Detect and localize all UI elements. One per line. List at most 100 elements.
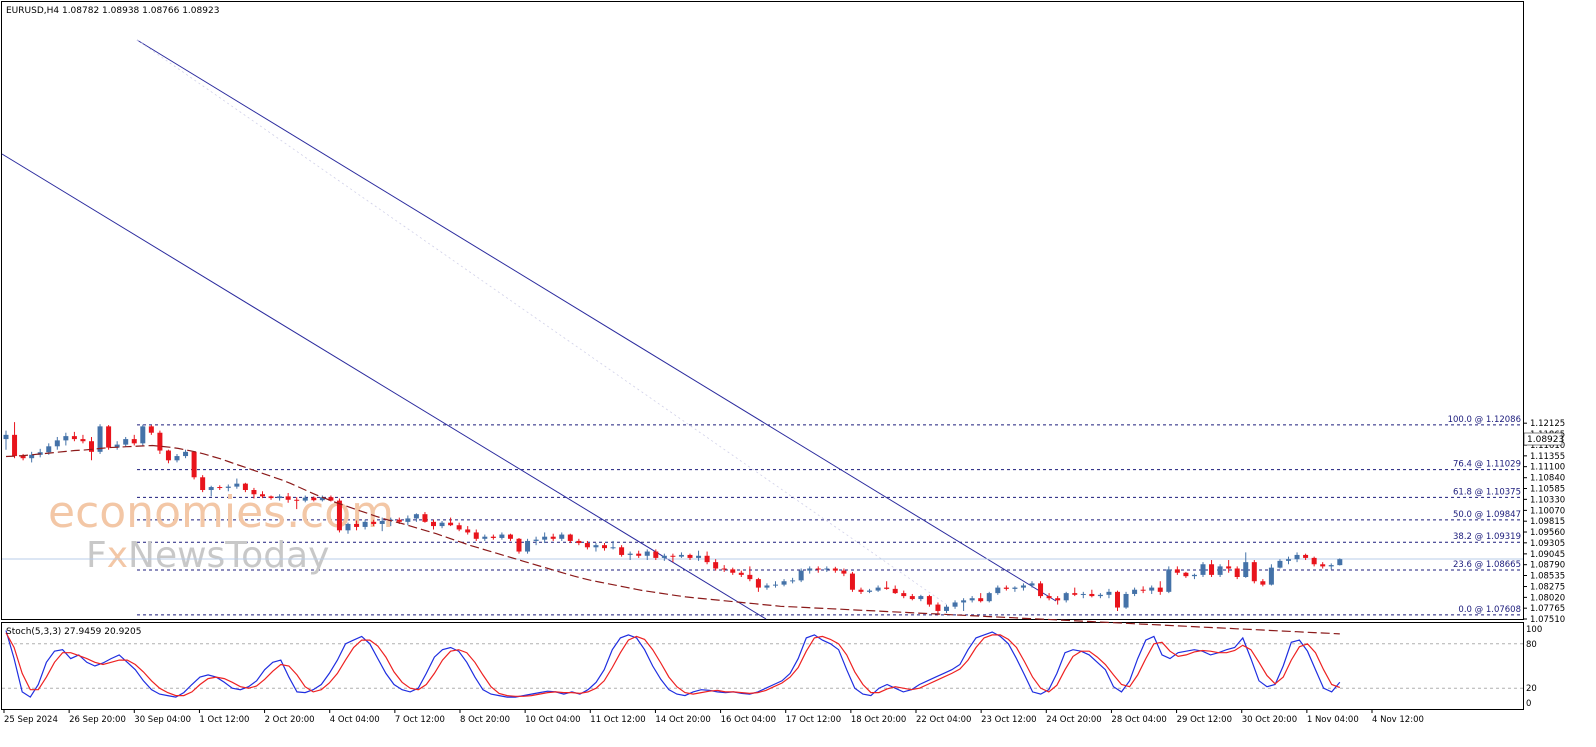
candle xyxy=(892,585,898,594)
candle xyxy=(413,513,419,522)
candle-body xyxy=(1003,587,1009,589)
candle xyxy=(550,533,556,541)
candle-body xyxy=(901,593,907,597)
price-axis: 1.121251.118651.116101.113551.111001.108… xyxy=(1523,419,1565,625)
time-tick-label: 30 Sep 04:00 xyxy=(134,715,191,725)
fib-label-3: 50.0 @ 1.09847 xyxy=(1453,510,1521,520)
fibonacci-levels: 100.0 @ 1.12086 76.4 @ 1.11029 61.8 @ 1.10… xyxy=(137,415,1523,616)
candle-body xyxy=(1200,564,1206,575)
fib-trend-line xyxy=(136,39,947,605)
candle xyxy=(602,543,607,551)
candle xyxy=(704,551,710,565)
candle xyxy=(867,588,873,594)
candle-body xyxy=(225,486,231,488)
candle-body xyxy=(260,494,265,497)
candle xyxy=(242,482,248,493)
candle xyxy=(935,602,941,616)
candle-body xyxy=(1038,583,1044,597)
candle-body xyxy=(653,551,659,558)
candle-body xyxy=(533,539,539,541)
candle-body xyxy=(525,540,531,552)
price-tick-label: 1.08535 xyxy=(1530,572,1565,582)
candle-body xyxy=(1166,569,1172,592)
candle xyxy=(1234,566,1240,580)
candle xyxy=(456,522,462,532)
candle xyxy=(1209,560,1215,577)
candle-body xyxy=(1140,589,1146,591)
candle xyxy=(1072,587,1078,597)
candle xyxy=(901,590,907,599)
candle xyxy=(131,434,137,446)
candle-body xyxy=(815,568,821,570)
candle-body xyxy=(20,456,26,459)
candle-body xyxy=(106,426,112,448)
time-tick-label: 25 Sep 2024 xyxy=(4,715,58,725)
candle xyxy=(165,449,171,464)
candle-body xyxy=(191,451,197,478)
candle xyxy=(114,441,120,450)
candle-body xyxy=(849,573,855,590)
candle-body xyxy=(277,496,283,499)
stoch-main-line xyxy=(5,630,1341,698)
candle-body xyxy=(841,570,847,574)
candle-body xyxy=(1020,585,1026,588)
candle xyxy=(148,425,154,435)
candle-body xyxy=(755,579,761,588)
candle-body xyxy=(131,439,137,444)
candle-body xyxy=(1320,564,1326,567)
candle xyxy=(832,566,838,573)
candle-body xyxy=(251,490,257,495)
candle xyxy=(636,550,642,558)
candle xyxy=(542,532,548,544)
candle xyxy=(465,526,471,535)
candle-body xyxy=(798,570,804,581)
candle xyxy=(217,485,223,491)
candle xyxy=(439,520,445,529)
candle-body xyxy=(619,547,625,555)
candle-body xyxy=(875,587,881,591)
candle-body xyxy=(1260,581,1266,585)
stoch-tick-label: 100 xyxy=(1526,625,1542,635)
candle-body xyxy=(738,572,744,575)
price-tick-label: 1.09045 xyxy=(1530,550,1565,560)
candle xyxy=(1132,587,1138,597)
candle xyxy=(559,532,565,541)
time-tick-label: 10 Oct 04:00 xyxy=(525,715,580,725)
candle-body xyxy=(1063,593,1069,601)
candle-body xyxy=(336,500,342,531)
candle-body xyxy=(1046,596,1052,599)
candle-body xyxy=(362,521,368,527)
candle xyxy=(507,533,513,541)
candle xyxy=(482,534,488,541)
candle-body xyxy=(114,444,120,448)
candle-body xyxy=(918,596,924,600)
candle-body xyxy=(46,446,52,453)
candle-body xyxy=(858,589,864,592)
candle-body xyxy=(986,593,992,602)
time-tick-label: 28 Oct 04:00 xyxy=(1111,715,1166,725)
candle xyxy=(80,434,86,444)
candle xyxy=(448,517,454,527)
candle-body xyxy=(781,581,787,585)
fib-label-6: 0.0 @ 1.07608 xyxy=(1458,605,1521,615)
candle xyxy=(1217,564,1223,577)
candle-body xyxy=(422,514,428,522)
candle xyxy=(1106,588,1112,599)
candle-body xyxy=(832,568,838,571)
candle xyxy=(362,519,368,530)
time-tick-label: 17 Oct 12:00 xyxy=(786,715,841,725)
candle-body xyxy=(1055,598,1061,601)
watermark-x: x xyxy=(107,535,128,576)
time-tick-label: 14 Oct 20:00 xyxy=(655,715,710,725)
candle xyxy=(944,604,949,614)
candle xyxy=(576,538,582,546)
price-tick-label: 1.11100 xyxy=(1530,463,1565,473)
candle xyxy=(12,422,18,459)
candle xyxy=(1286,556,1291,565)
time-tick-label: 29 Oct 12:00 xyxy=(1177,715,1232,725)
candle-body xyxy=(140,426,146,444)
candle xyxy=(1311,556,1317,567)
candle xyxy=(764,583,770,590)
candle xyxy=(516,537,522,554)
